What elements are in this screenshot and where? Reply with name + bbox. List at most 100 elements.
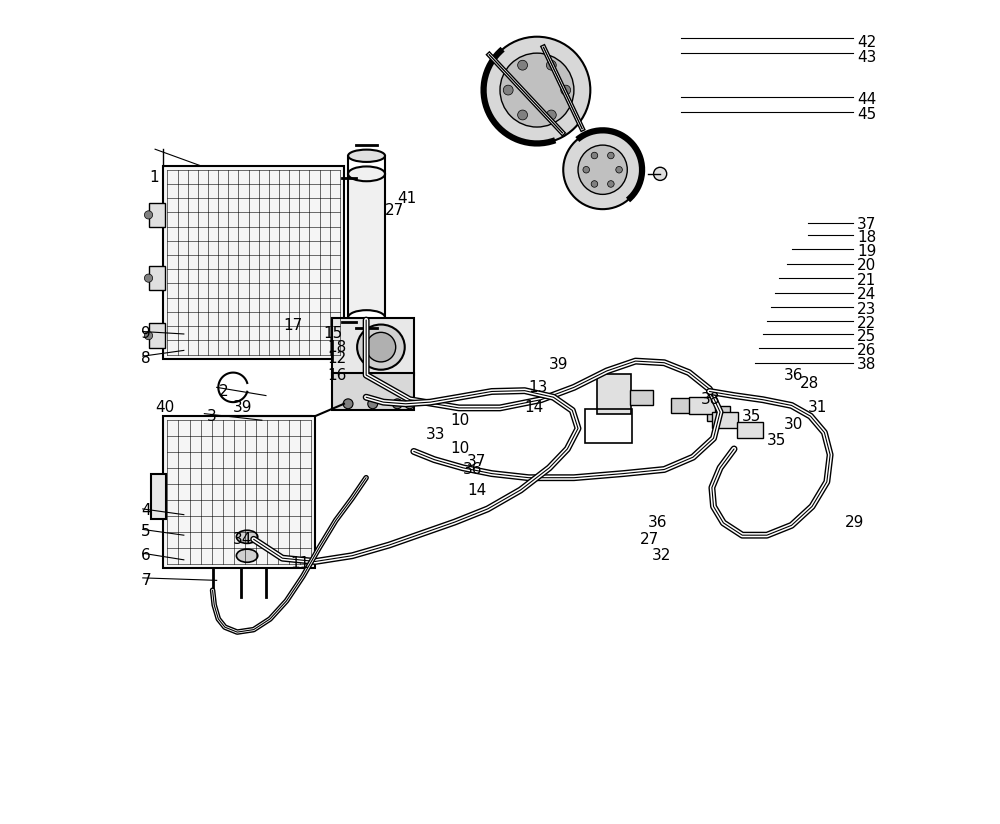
Text: 34: 34 xyxy=(233,531,252,547)
Text: 11: 11 xyxy=(291,556,310,571)
Circle shape xyxy=(561,85,571,95)
Text: 43: 43 xyxy=(857,49,877,65)
Ellipse shape xyxy=(348,150,385,162)
Circle shape xyxy=(144,211,153,219)
Text: 26: 26 xyxy=(857,343,877,358)
Bar xyxy=(149,323,165,348)
Ellipse shape xyxy=(236,531,258,543)
Circle shape xyxy=(500,53,574,127)
Circle shape xyxy=(583,166,590,173)
Text: 21: 21 xyxy=(857,273,876,288)
Text: 3: 3 xyxy=(207,409,217,424)
Text: 30: 30 xyxy=(783,417,803,432)
Text: 31: 31 xyxy=(808,400,827,415)
Text: 42: 42 xyxy=(857,35,876,50)
Bar xyxy=(348,174,385,317)
Text: 10: 10 xyxy=(451,413,470,428)
Bar xyxy=(671,398,694,413)
Text: 39: 39 xyxy=(549,357,569,372)
Text: 40: 40 xyxy=(155,400,174,415)
Text: 18: 18 xyxy=(857,231,876,246)
Text: 38: 38 xyxy=(857,357,877,372)
Text: 17: 17 xyxy=(284,318,303,333)
Text: 44: 44 xyxy=(857,92,876,107)
Text: 14: 14 xyxy=(467,483,486,498)
Circle shape xyxy=(368,399,378,409)
Text: 37: 37 xyxy=(467,454,487,469)
Text: 1: 1 xyxy=(150,171,159,185)
Circle shape xyxy=(578,145,627,194)
Circle shape xyxy=(405,399,415,409)
Bar xyxy=(712,412,738,428)
Circle shape xyxy=(144,331,153,339)
Circle shape xyxy=(591,152,598,159)
Bar xyxy=(585,409,632,443)
Bar xyxy=(163,416,315,568)
Bar xyxy=(707,406,730,421)
Circle shape xyxy=(616,166,622,173)
Text: 25: 25 xyxy=(857,329,876,344)
Text: 6: 6 xyxy=(141,548,151,564)
Text: 8: 8 xyxy=(141,351,151,366)
Circle shape xyxy=(563,130,642,209)
Text: 16: 16 xyxy=(328,368,347,382)
Text: 35: 35 xyxy=(742,409,762,424)
Text: 29: 29 xyxy=(845,515,864,531)
Text: 22: 22 xyxy=(857,316,876,330)
Circle shape xyxy=(503,85,513,95)
Text: 15: 15 xyxy=(323,326,343,341)
Text: 28: 28 xyxy=(800,376,819,391)
Text: 14: 14 xyxy=(525,400,544,415)
Bar xyxy=(163,166,344,358)
Text: 24: 24 xyxy=(857,287,876,302)
Text: 10: 10 xyxy=(451,442,470,456)
Text: 27: 27 xyxy=(385,204,404,218)
Circle shape xyxy=(546,60,556,70)
Bar xyxy=(151,474,166,519)
Bar xyxy=(630,390,653,405)
Text: 27: 27 xyxy=(640,531,659,547)
Bar xyxy=(332,373,414,410)
Bar xyxy=(149,266,165,290)
Circle shape xyxy=(144,274,153,283)
Text: 39: 39 xyxy=(233,400,253,415)
Text: 7: 7 xyxy=(141,573,151,588)
Text: 12: 12 xyxy=(328,351,347,366)
Text: 45: 45 xyxy=(857,107,876,122)
Circle shape xyxy=(654,167,667,180)
Ellipse shape xyxy=(348,166,385,181)
Ellipse shape xyxy=(236,549,258,562)
Circle shape xyxy=(518,110,528,120)
Circle shape xyxy=(518,60,528,70)
Text: 36: 36 xyxy=(648,515,667,531)
Circle shape xyxy=(608,152,614,159)
Text: 2: 2 xyxy=(219,384,229,399)
Text: 32: 32 xyxy=(652,548,671,564)
Text: 5: 5 xyxy=(141,523,151,539)
Text: 23: 23 xyxy=(857,302,877,317)
Text: 38: 38 xyxy=(701,392,721,407)
Circle shape xyxy=(591,180,598,187)
Ellipse shape xyxy=(348,310,385,325)
Circle shape xyxy=(608,180,614,187)
Text: 19: 19 xyxy=(857,245,877,260)
Bar xyxy=(737,422,763,438)
Bar xyxy=(332,317,414,375)
Circle shape xyxy=(546,110,556,120)
Text: 36: 36 xyxy=(783,368,803,382)
Text: 20: 20 xyxy=(857,258,876,274)
Text: 9: 9 xyxy=(141,326,151,341)
Text: 4: 4 xyxy=(141,503,151,518)
Text: 37: 37 xyxy=(857,218,877,232)
Bar xyxy=(149,203,165,227)
Bar xyxy=(597,374,631,414)
Text: 18: 18 xyxy=(328,340,347,355)
Text: 36: 36 xyxy=(463,462,483,477)
Text: 33: 33 xyxy=(426,428,446,442)
Bar xyxy=(689,397,715,414)
Circle shape xyxy=(392,399,402,409)
Circle shape xyxy=(366,332,396,362)
Circle shape xyxy=(343,399,353,409)
Text: 13: 13 xyxy=(529,380,548,395)
Text: 35: 35 xyxy=(767,433,786,448)
